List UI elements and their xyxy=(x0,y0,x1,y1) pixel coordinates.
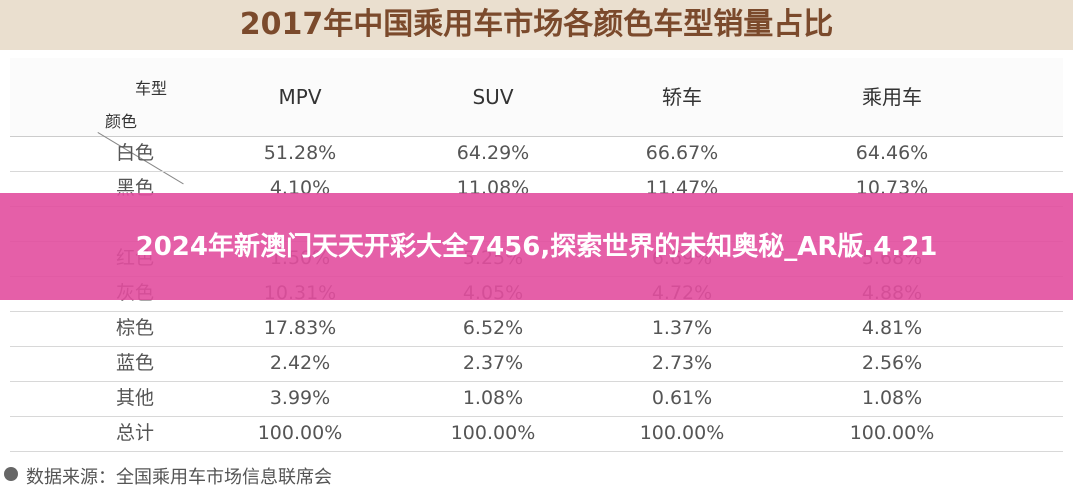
table-cell: 100.00% xyxy=(849,422,935,444)
banner: 2024年新澳门天天开彩大全7456,探索世界的未知奥秘_AR版.4.21 xyxy=(0,193,1073,300)
table-cell: 2.42% xyxy=(269,352,331,374)
table-header: 车型 颜色 MPV SUV 轿车 乘用车 xyxy=(10,58,1063,185)
row-label: 其他 xyxy=(115,387,154,409)
table-cell: 1.37% xyxy=(651,317,713,339)
column-header: 轿车 xyxy=(662,85,702,109)
table-cell: 4.81% xyxy=(861,317,923,339)
column-header: SUV xyxy=(472,85,514,109)
row-label: 棕色 xyxy=(115,317,154,339)
table-cell: 2.37% xyxy=(462,352,524,374)
table-cell: 17.83% xyxy=(263,317,337,339)
table-cell: 64.29% xyxy=(456,142,530,164)
table-cell: 100.00% xyxy=(257,422,343,444)
row-label: 总计 xyxy=(115,422,154,444)
table-cell: 2.73% xyxy=(651,352,713,374)
column-header: MPV xyxy=(278,85,322,109)
table-cell: 66.67% xyxy=(645,142,719,164)
table-row: 总计 100.00% 100.00% 100.00% 100.00% xyxy=(10,416,1063,452)
table-row: 棕色 17.83% 6.52% 1.37% 4.81% xyxy=(10,311,1063,347)
table-cell: 6.52% xyxy=(462,317,524,339)
table-cell: 1.08% xyxy=(861,387,923,409)
banner-text: 2024年新澳门天天开彩大全7456,探索世界的未知奥秘_AR版.4.21 xyxy=(135,231,938,262)
source: 数据来源：全国乘用车市场信息联席会 xyxy=(26,467,332,488)
table-cell: 1.08% xyxy=(462,387,524,409)
table-cell: 64.46% xyxy=(855,142,929,164)
row-label: 白色 xyxy=(115,142,154,164)
table-row: 白色 51.28% 64.29% 66.67% 64.46% xyxy=(10,136,1063,172)
table-cell: 3.99% xyxy=(269,387,331,409)
corner-bottom: 颜色 xyxy=(105,112,138,131)
table-cell: 100.00% xyxy=(450,422,536,444)
table-cell: 2.56% xyxy=(861,352,923,374)
table-row: 蓝色 2.42% 2.37% 2.73% 2.56% xyxy=(10,346,1063,382)
title: 2017年中国乘用车市场各颜色车型销量占比 xyxy=(0,0,1073,50)
column-header: 乘用车 xyxy=(862,85,922,109)
row-label: 蓝色 xyxy=(115,352,154,374)
table-cell: 0.61% xyxy=(651,387,713,409)
table-cell: 100.00% xyxy=(639,422,725,444)
source-icon xyxy=(4,467,18,481)
table-row: 其他 3.99% 1.08% 0.61% 1.08% xyxy=(10,381,1063,417)
table-cell: 51.28% xyxy=(263,142,337,164)
corner-top: 车型 xyxy=(135,79,168,98)
